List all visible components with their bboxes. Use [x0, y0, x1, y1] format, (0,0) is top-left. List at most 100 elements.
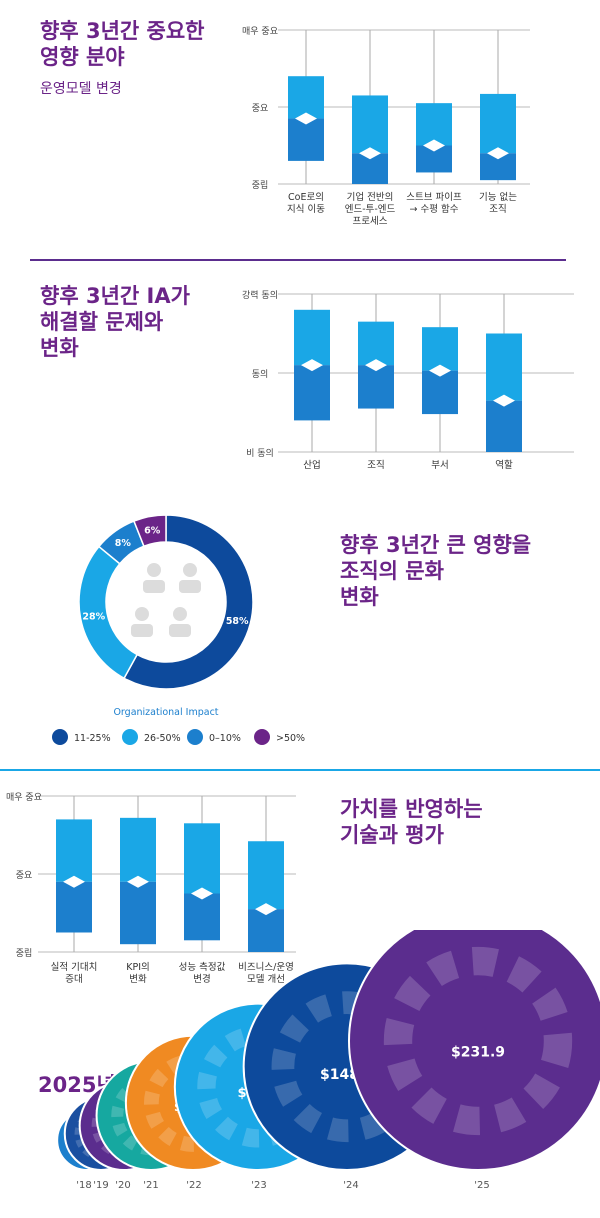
person-body [131, 624, 153, 637]
y-tick-label: 강력 동의 [242, 289, 278, 301]
category-label: 변화 [129, 974, 147, 985]
category-label: 엔드-투-엔드 [345, 204, 396, 215]
category-label: 기업 전반의 [347, 191, 394, 203]
slice-label: 58% [226, 616, 249, 627]
category-label: 프로세스 [353, 216, 388, 227]
section1-subtitle: 운영모델 변경 [40, 81, 122, 97]
donut-title: Organizational Impact [113, 707, 218, 718]
y-tick-label: 동의 [252, 369, 269, 380]
category-label: KPI의 [126, 962, 150, 973]
box-lower [422, 370, 458, 415]
category-label: 비즈니스/운영 [238, 962, 294, 973]
box-lower [248, 909, 284, 952]
category-label: → 수평 함수 [410, 204, 459, 215]
person-body [143, 580, 165, 593]
person-head [135, 607, 149, 621]
legend-label: 0–10% [209, 733, 241, 744]
y-tick-label: 중립 [16, 948, 33, 959]
people-icon [131, 563, 201, 637]
category-label: 역할 [495, 460, 513, 471]
category-label: 실적 기대치 [51, 961, 98, 973]
box-upper [486, 333, 522, 401]
category-label: CoE로의 [288, 192, 324, 203]
person-body [179, 580, 201, 593]
year-label: '23 [251, 1180, 266, 1191]
legend-label: 26-50% [144, 733, 181, 744]
category-label: 산업 [303, 459, 320, 471]
year-label: '24 [343, 1180, 358, 1191]
person-head [147, 563, 161, 577]
legend-label: >50% [276, 733, 305, 744]
median-marker [487, 147, 509, 160]
median-marker [191, 887, 213, 900]
section4-title: 가치를 반영하는 기술과 평가 [340, 797, 483, 847]
slice-label: 8% [115, 538, 132, 549]
box-upper [120, 817, 156, 882]
donut-chart: 58% 28% 8% 6% Organizational Impact 11-25% 26-… [52, 514, 305, 745]
y-tick-label: 매우 중요 [6, 792, 42, 803]
category-label: 증대 [65, 974, 82, 985]
median-marker [429, 364, 451, 377]
median-marker [255, 903, 277, 916]
box-upper [480, 93, 516, 154]
box-lower [184, 893, 220, 941]
median-marker [365, 359, 387, 372]
box-upper [288, 76, 324, 119]
category-label: 기능 없는 [479, 191, 517, 203]
year-label: '22 [186, 1180, 201, 1191]
box-lower [358, 365, 394, 409]
y-tick-label: 비 동의 [246, 448, 274, 459]
slice-label: 28% [82, 611, 105, 622]
slice-label: 6% [144, 525, 161, 536]
bubble-chart-market: $12.4'18$18.3'19$27.4'20$41.3'21$62.8'22… [56, 930, 600, 1191]
gear-icon [383, 946, 573, 1136]
category-label: 스트브 파이프 [406, 192, 462, 203]
legend-swatch [254, 729, 270, 745]
median-marker [359, 147, 381, 160]
legend-swatch [122, 729, 138, 745]
year-label: '21 [143, 1180, 158, 1191]
year-label: '19 [93, 1180, 108, 1191]
category-label: 성능 측정값 [179, 961, 226, 973]
median-marker [423, 139, 445, 152]
section2-title: 향후 3년간 IA가 해결할 문제와 변화 [40, 284, 190, 360]
category-label: 조직 [367, 460, 384, 471]
year-label: '18 [76, 1180, 91, 1191]
median-marker [493, 394, 515, 407]
year-label: '20 [115, 1180, 130, 1191]
category-label: 부서 [431, 460, 448, 471]
median-marker [295, 112, 317, 125]
donut-slice [132, 514, 167, 548]
divider [30, 259, 566, 261]
y-tick-label: 중요 [252, 103, 269, 114]
category-label: 조직 [489, 204, 506, 215]
category-label: 지식 이동 [287, 204, 325, 215]
box-lower [294, 365, 330, 421]
y-tick-label: 매우 중요 [242, 26, 278, 37]
legend-swatch [187, 729, 203, 745]
y-tick-label: 중립 [252, 180, 269, 191]
box-lower [56, 881, 92, 933]
y-tick-label: 중요 [16, 870, 33, 881]
person-head [183, 563, 197, 577]
category-label: 변경 [193, 973, 210, 985]
person-body [169, 624, 191, 637]
box-upper [56, 819, 92, 882]
box-upper [416, 103, 452, 146]
year-label: '25 [474, 1180, 489, 1191]
box-upper [352, 95, 388, 154]
box-lower [288, 118, 324, 161]
median-marker [301, 359, 323, 372]
divider [0, 769, 600, 771]
donut-slice [123, 514, 254, 690]
box-upper [422, 327, 458, 371]
legend-label: 11-25% [74, 733, 111, 744]
median-marker [127, 875, 149, 888]
section1-title: 향후 3년간 중요한 영향 분야 [40, 19, 205, 69]
section3-title: 향후 3년간 큰 영향을 조직의 문화 변화 [340, 533, 532, 609]
legend-swatch [52, 729, 68, 745]
person-head [173, 607, 187, 621]
